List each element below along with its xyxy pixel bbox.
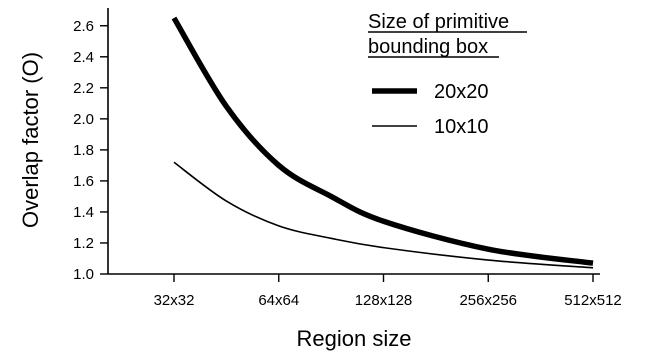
- y-tick-label: 1.6: [73, 173, 94, 190]
- x-tick-label: 32x32: [154, 292, 195, 309]
- legend-title-line1: Size of primitive: [368, 11, 509, 33]
- y-tick-label: 2.6: [73, 18, 94, 35]
- x-tick-label: 256x256: [459, 292, 517, 309]
- y-tick-label: 2.0: [73, 111, 94, 128]
- x-tick-label: 512x512: [564, 292, 622, 309]
- x-ticks: 32x32 64x64 128x128 256x256 512x512: [154, 274, 622, 309]
- x-tick-label: 128x128: [355, 292, 413, 309]
- series-lines: [171, 16, 594, 269]
- y-tick-label: 2.4: [73, 49, 94, 66]
- y-ticks: 1.0 1.2 1.4 1.6 1.8 2.0 2.2 2.4 2.6: [73, 18, 108, 283]
- x-axis-title: Region size: [297, 326, 412, 351]
- series-line-20x20: [171, 16, 594, 266]
- legend-label-10x10: 10x10: [434, 116, 489, 138]
- legend: Size of primitive bounding box 20x20 10x…: [368, 11, 527, 138]
- y-tick-label: 1.4: [73, 204, 94, 221]
- y-tick-label: 2.2: [73, 80, 94, 97]
- y-tick-label: 1.0: [73, 266, 94, 283]
- legend-label-20x20: 20x20: [434, 81, 489, 103]
- x-tick-label: 64x64: [258, 292, 299, 309]
- legend-title-line2: bounding box: [368, 36, 488, 58]
- y-tick-label: 1.8: [73, 142, 94, 159]
- axes: [107, 8, 600, 275]
- series-line-10x10: [173, 161, 594, 269]
- y-tick-label: 1.2: [73, 235, 94, 252]
- y-axis-title: Overlap factor (O): [18, 52, 43, 228]
